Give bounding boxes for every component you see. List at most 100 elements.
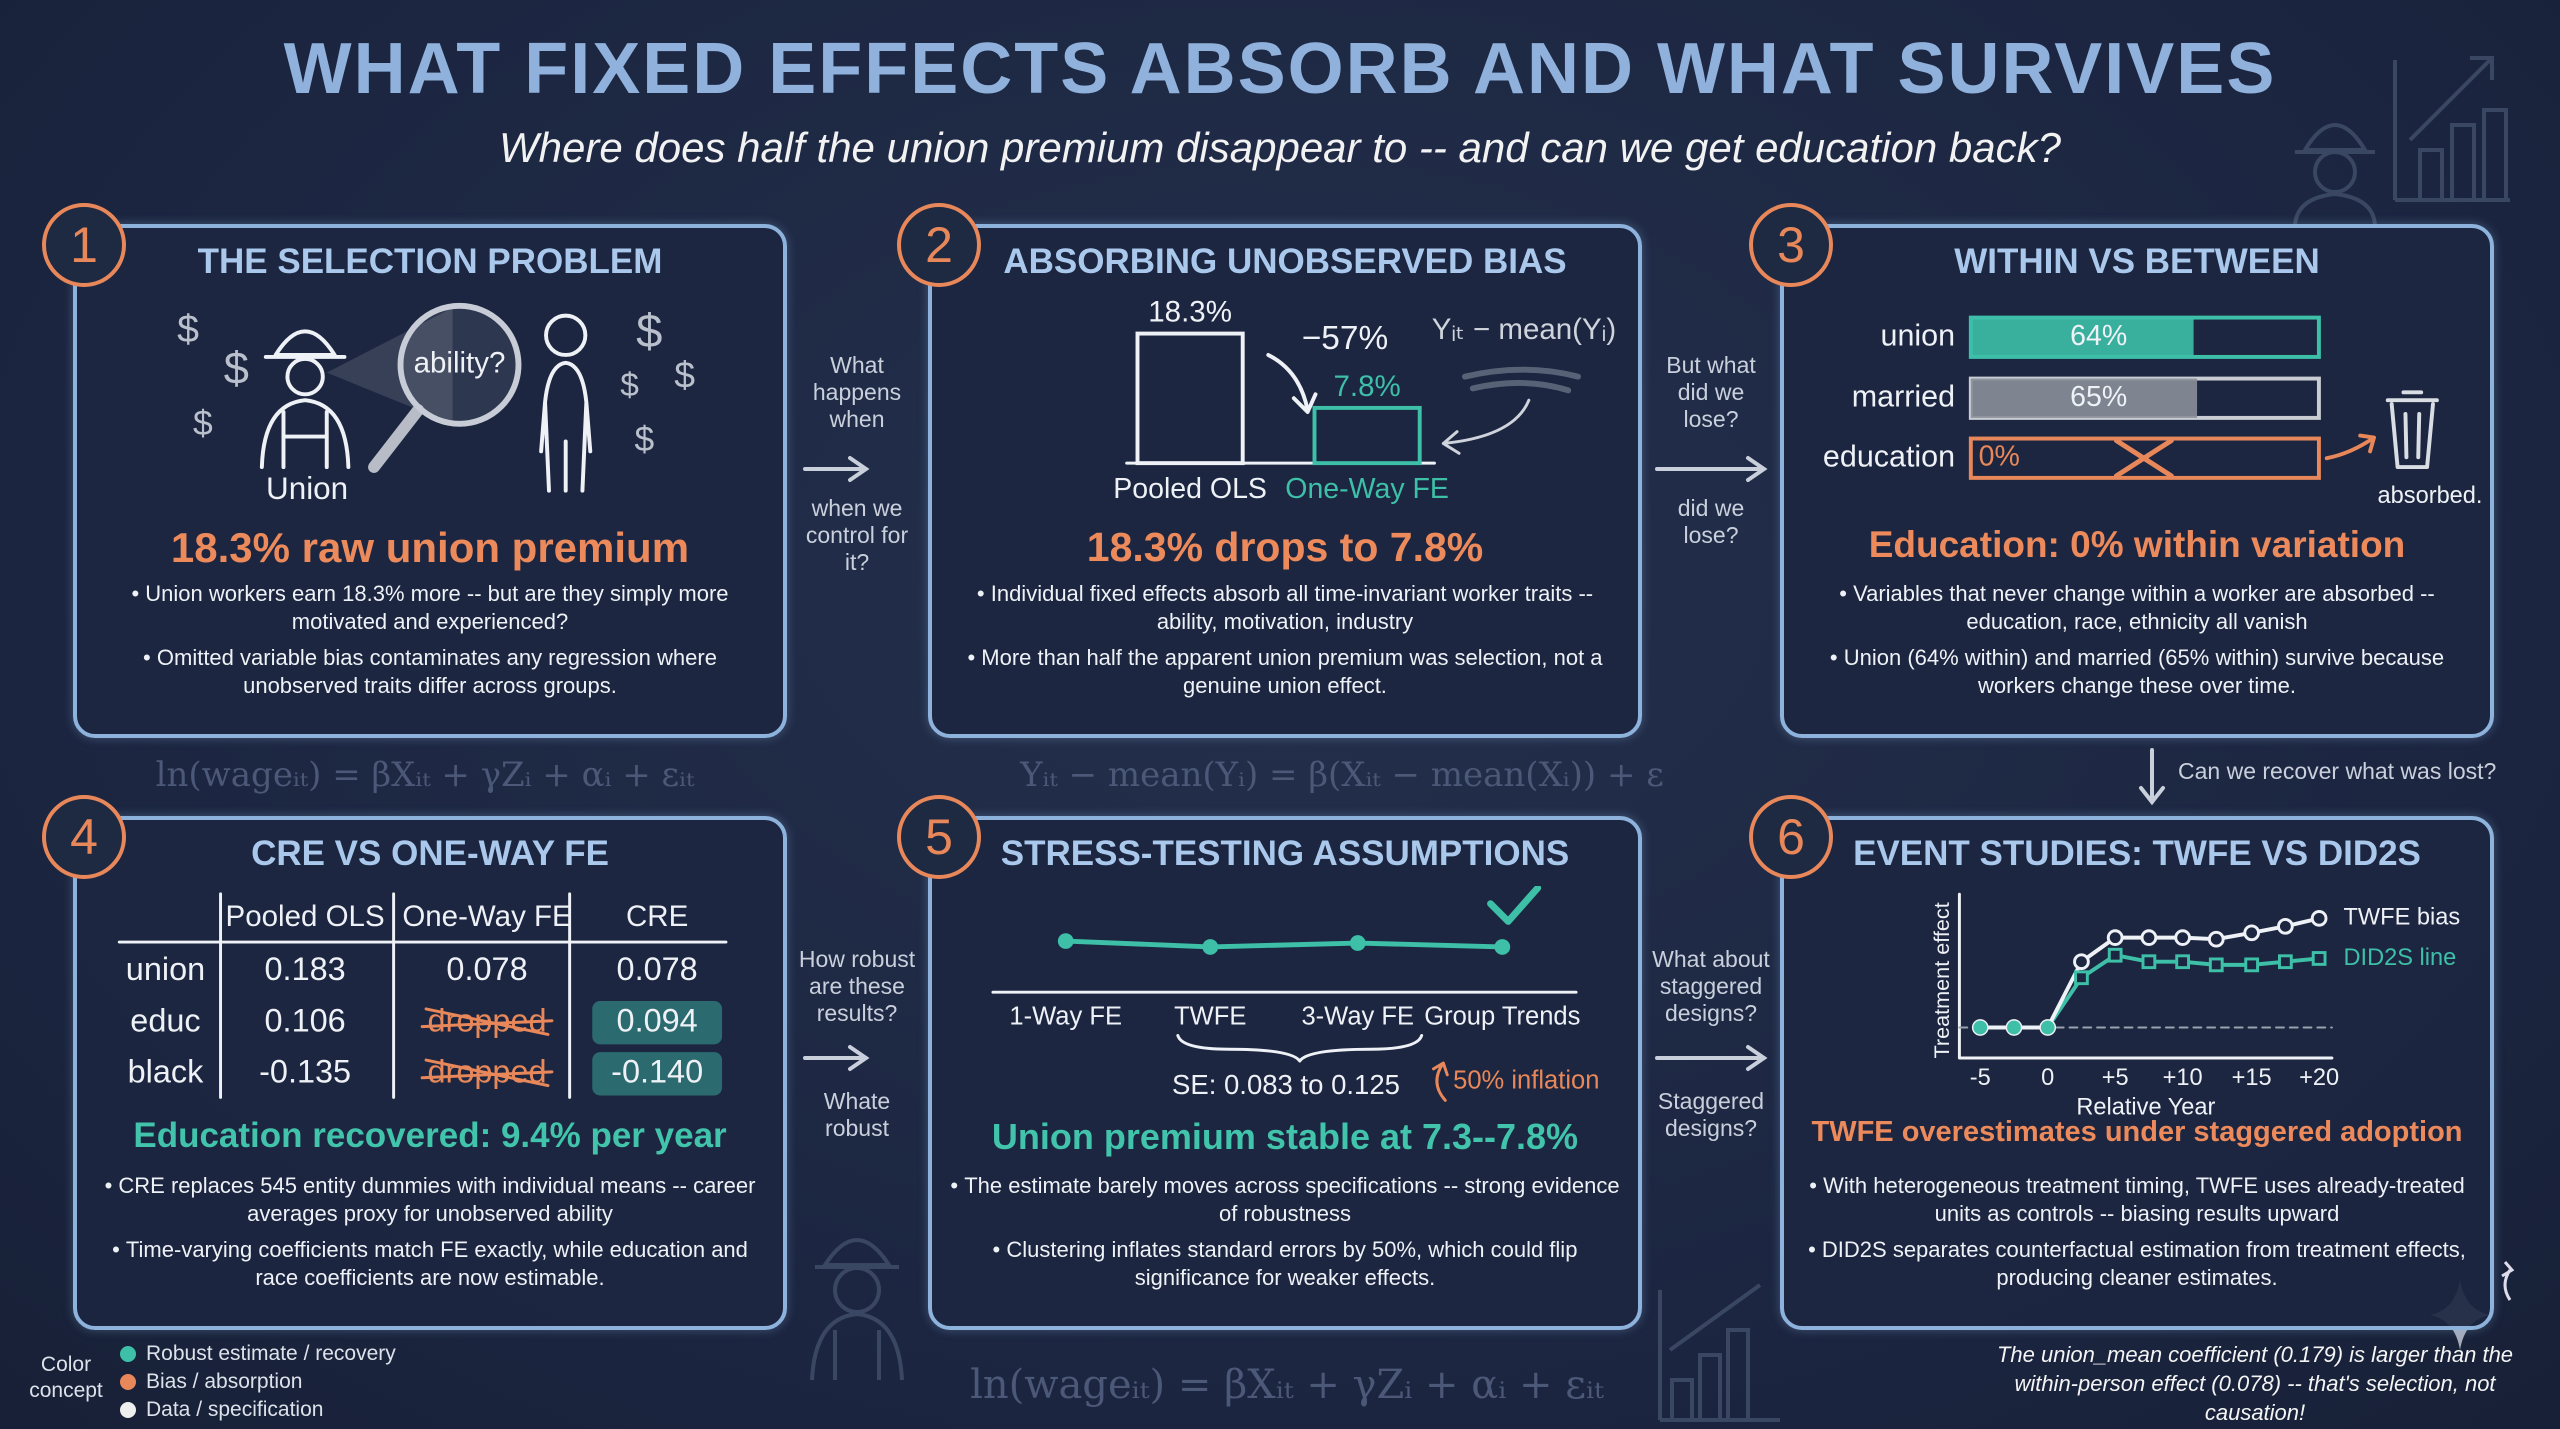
estimate-point xyxy=(1494,939,1511,955)
pre-point xyxy=(2040,1020,2055,1035)
page-title: WHAT FIXED EFFECTS ABSORB AND WHAT SURVI… xyxy=(283,29,2277,109)
trash-can xyxy=(2385,390,2439,470)
panel-headline: Union premium stable at 7.3--7.8% xyxy=(991,1116,1579,1157)
panel-headline: 18.3% drops to 7.8% xyxy=(1086,524,1484,570)
panel-headline: Education recovered: 9.4% per year xyxy=(133,1116,727,1155)
legend-swatch xyxy=(120,1402,136,1418)
panel-number: 3 xyxy=(1749,203,1833,287)
did2s-point xyxy=(2244,957,2260,973)
panel-figure: 18.3% Pooled OLS 7.8% One-Way FE −57% Yᵢₜ − m… xyxy=(1113,296,1616,505)
note-arrow xyxy=(1441,398,1531,455)
bullet: CRE replaces 545 entity dummies with ind… xyxy=(95,1172,765,1228)
panel-headline: TWFE overestimates under staggered adopt… xyxy=(1811,1116,2463,1148)
bullet: Individual fixed effects absorb all time… xyxy=(950,580,1620,636)
legend-item: Bias / absorption xyxy=(120,1370,302,1394)
dollar-sign: $ xyxy=(224,343,249,394)
absorb-arrow xyxy=(2324,433,2376,461)
table-cell: -0.135 xyxy=(259,1053,351,1089)
bar-category-label: One-Way FE xyxy=(1285,473,1449,505)
spec-label: 3-Way FE xyxy=(1301,1003,1414,1031)
check-mark xyxy=(1487,886,1542,925)
worker-icon xyxy=(810,1238,904,1381)
bar xyxy=(1970,378,2198,418)
panel-title: ABSORBING UNOBSERVED BIAS xyxy=(1003,242,1567,281)
change-label: −57% xyxy=(1302,320,1388,357)
panel: EVENT STUDIES: TWFE VS DID2S TWFE bias DID… xyxy=(1780,816,2494,1330)
arrow xyxy=(1655,1045,1768,1071)
dollar-sign: $ xyxy=(635,419,655,459)
row-label: married xyxy=(1852,379,1955,413)
spec-label: 1-Way FE xyxy=(1009,1003,1122,1031)
icon-bar xyxy=(2482,108,2508,202)
scribble xyxy=(1461,366,1581,394)
curved-arrow xyxy=(2501,1261,2515,1301)
highlight-cell xyxy=(592,1052,723,1096)
legend-swatch xyxy=(120,1374,136,1390)
bar-chart-icon xyxy=(1658,1283,1780,1422)
row-label: union xyxy=(1881,318,1956,352)
panel-headline: Education: 0% within variation xyxy=(1868,524,2406,565)
panel-figure: TWFE bias DID2S line -5 0 +5 +10 +15 +20 Relativ… xyxy=(1929,892,2461,1120)
bullet: The estimate barely moves across specifi… xyxy=(950,1172,1620,1228)
formula: Yᵢₜ − mean(Yᵢ) = β(Xᵢₜ − mean(Xᵢ)) + ε xyxy=(1020,755,1664,795)
bar xyxy=(1135,331,1245,466)
panel-title: STRESS-TESTING ASSUMPTIONS xyxy=(1000,834,1570,873)
icon-body xyxy=(2293,191,2377,226)
bullet: Clustering inflates standard errors by 5… xyxy=(950,1236,1620,1292)
bullet: More than half the apparent union premiu… xyxy=(950,644,1620,700)
table-cell: -0.140 xyxy=(611,1053,703,1089)
table-cell: 0.106 xyxy=(265,1002,346,1038)
spec-label: TWFE xyxy=(1174,1003,1246,1031)
bar-value-label: 18.3% xyxy=(1148,296,1232,329)
row-label: black xyxy=(128,1053,205,1089)
figure-caption: Union xyxy=(266,471,348,506)
twfe-point xyxy=(2106,929,2124,946)
bar-value-label: 7.8% xyxy=(1333,370,1400,403)
footnote: The union_mean coefficient (0.179) is la… xyxy=(1996,1342,2514,1425)
twfe-point xyxy=(2277,917,2294,935)
worker-icon xyxy=(2293,123,2377,226)
panel-figure: union 64% married 65% education 0% absorbed. xyxy=(1823,315,2483,509)
x-tick-label: 0 xyxy=(2041,1065,2054,1091)
worker-body xyxy=(259,398,351,470)
row-label: education xyxy=(1823,439,1955,473)
transition-question: What about staggered designs? xyxy=(1652,946,1770,1026)
bullet: Union (64% within) and married (65% with… xyxy=(1802,644,2472,700)
formula: ln(wageᵢₜ) = βXᵢₜ + γZᵢ + αᵢ + εᵢₜ xyxy=(970,1362,1604,1408)
panel: STRESS-TESTING ASSUMPTIONS 1-Way FE TWFE 3-… xyxy=(928,816,1642,1330)
inflation-arrow xyxy=(1432,1061,1449,1102)
x-tick-label: +15 xyxy=(2232,1065,2272,1091)
lens-label: ability? xyxy=(414,347,506,380)
person-body xyxy=(539,360,593,493)
series-label: TWFE bias xyxy=(2344,905,2461,931)
dollar-sign: $ xyxy=(177,307,199,351)
bar xyxy=(1312,405,1422,466)
column-header: CRE xyxy=(626,900,688,933)
did2s-point xyxy=(2175,954,2191,970)
legend-label: Robust estimate / recovery xyxy=(146,1342,396,1365)
row-label: educ xyxy=(130,1002,200,1038)
legend-label: Data / specification xyxy=(146,1398,324,1421)
transition-question: But what did we lose? xyxy=(1666,352,1756,432)
series-label: DID2S line xyxy=(2344,945,2457,971)
twfe-point xyxy=(2310,909,2328,927)
column-header: Pooled OLS xyxy=(226,900,385,933)
cross-mark xyxy=(2113,438,2174,479)
estimate-point xyxy=(1057,933,1074,949)
spec-label: Group Trends xyxy=(1424,1003,1580,1031)
transition-question: Staggered designs? xyxy=(1657,1088,1765,1141)
panel-title: EVENT STUDIES: TWFE VS DID2S xyxy=(1853,834,2421,873)
x-tick-label: -5 xyxy=(1970,1065,1991,1091)
legend-swatch xyxy=(120,1346,136,1362)
worker-head xyxy=(285,356,325,397)
y-axis-label: Treatment effect xyxy=(1929,902,1954,1058)
twfe-point xyxy=(2243,924,2261,942)
did2s-point xyxy=(2141,954,2157,970)
column-header: One-Way FE xyxy=(402,900,571,933)
transition-question: did we lose? xyxy=(1677,495,1745,548)
did2s-point xyxy=(2311,951,2327,966)
legend-item: Data / specification xyxy=(120,1398,323,1422)
bullet: DID2S separates counterfactual estimatio… xyxy=(1802,1236,2472,1292)
icon-bar xyxy=(1698,1353,1722,1422)
